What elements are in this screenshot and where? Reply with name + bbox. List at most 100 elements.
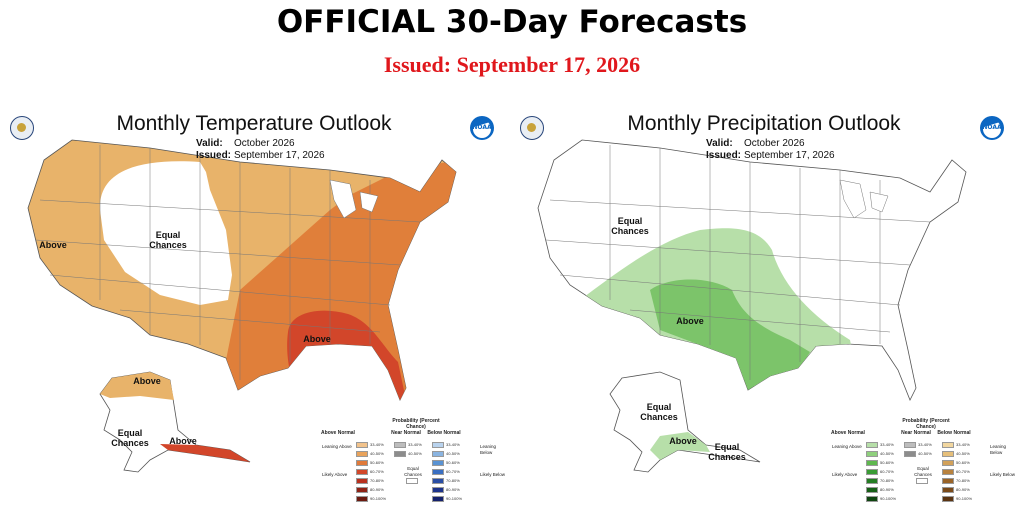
precip-legend-likely-above: Likely Above — [832, 472, 858, 477]
temp-valid-label: Valid: — [196, 138, 223, 149]
temp-legend-range-above-6: 90-100% — [370, 496, 387, 501]
temp-valid-line: Valid: October 2026 — [196, 138, 295, 149]
precip-issued-line: Issued: September 17, 2026 — [706, 150, 835, 161]
temp-legend-range-below-6: 90-100% — [446, 496, 463, 501]
temperature-outlook-title: Monthly Temperature Outlook — [116, 112, 392, 135]
temp-label-above-alaska: Above — [133, 376, 161, 386]
temp-legend-range-below-1: 40-50% — [446, 451, 460, 456]
great-lakes — [839, 179, 889, 219]
precip-legend-range-below-4: 70-80% — [956, 478, 970, 483]
temp-legend-equal-swatch — [406, 478, 418, 484]
temp-legend-swatch-above-4 — [356, 478, 368, 484]
temp-legend-range-near-0: 33-40% — [408, 442, 422, 447]
temp-legend-swatch-near-0 — [394, 442, 406, 448]
precip-legend-range-above-6: 90-100% — [880, 496, 897, 501]
temp-legend-swatch-below-1 — [432, 451, 444, 457]
precip-label-equal-alaska: Equal Chances — [640, 402, 678, 422]
precip-label-equal-chances: Equal Chances — [611, 216, 649, 236]
temp-legend-swatch-below-4 — [432, 478, 444, 484]
precip-legend-equal-swatch — [916, 478, 928, 484]
temp-legend-swatch-above-5 — [356, 487, 368, 493]
temp-legend-likely-above: Likely Above — [322, 472, 348, 477]
precip-legend-swatch-above-1 — [866, 451, 878, 457]
precip-legend-range-above-2: 50-60% — [880, 460, 894, 465]
temp-legend-swatch-below-6 — [432, 496, 444, 502]
temperature-outlook-panel: NOAA Monthly Temperature Outlook Valid: O… — [0, 100, 508, 514]
precip-legend-swatch-above-4 — [866, 478, 878, 484]
precip-legend-title: Probability (Percent Chance) — [902, 418, 950, 430]
temp-legend-range-below-4: 70-80% — [446, 478, 460, 483]
temp-legend-leaning-below: Leaning Below — [480, 444, 497, 455]
temp-label-equal-chances: Equal Chances — [149, 230, 187, 250]
precip-legend-swatch-below-6 — [942, 496, 954, 502]
precip-legend-swatch-below-5 — [942, 487, 954, 493]
precip-legend-swatch-above-6 — [866, 496, 878, 502]
precip-above-region — [650, 279, 810, 392]
precip-legend-range-below-5: 80-90% — [956, 487, 970, 492]
precip-legend-above-head: Above Normal — [831, 430, 865, 436]
state-borders — [545, 145, 931, 380]
issued-date: Issued: September 17, 2026 — [383, 52, 641, 77]
precip-legend-swatch-above-0 — [866, 442, 878, 448]
precip-legend-near-head: Near Normal — [901, 430, 931, 436]
temp-equal-chances-region — [99, 161, 232, 305]
temp-label-equal-alaska: Equal Chances — [111, 428, 149, 448]
precip-legend-likely-below: Likely Below — [990, 472, 1016, 477]
precipitation-outlook-title: Monthly Precipitation Outlook — [627, 112, 901, 135]
noaa-logo: NOAA — [980, 116, 1004, 140]
precip-legend-swatch-above-5 — [866, 487, 878, 493]
temp-legend-swatch-above-3 — [356, 469, 368, 475]
precip-legend-range-near-0: 33-40% — [918, 442, 932, 447]
precipitation-map — [537, 139, 967, 473]
temp-legend-equal-chances: Equal Chances — [404, 466, 422, 477]
temp-legend-swatch-above-6 — [356, 496, 368, 502]
alaska-above-region — [650, 432, 710, 460]
precipitation-outlook-panel: NOAA Monthly Precipitation Outlook Valid… — [510, 100, 1018, 514]
precip-legend-swatch-below-3 — [942, 469, 954, 475]
doc-seal-logo — [520, 116, 544, 140]
temp-legend-range-above-2: 50-60% — [370, 460, 384, 465]
temp-legend-swatch-below-3 — [432, 469, 444, 475]
precip-label-above-alaska: Above — [669, 436, 697, 446]
precip-issued-label: Issued: — [706, 150, 742, 161]
temp-legend-below-head: Below Normal — [427, 430, 461, 436]
temp-legend-range-below-3: 60-70% — [446, 469, 460, 474]
precip-legend-range-near-1: 40-50% — [918, 451, 932, 456]
temp-legend-likely-below: Likely Below — [480, 472, 506, 477]
temp-valid-value: October 2026 — [234, 138, 295, 149]
temp-issued-label: Issued: — [196, 150, 232, 161]
temp-legend-range-above-3: 60-70% — [370, 469, 384, 474]
precip-legend-range-below-3: 60-70% — [956, 469, 970, 474]
precip-legend-equal-chances: Equal Chances — [914, 466, 932, 477]
precip-legend-swatch-below-1 — [942, 451, 954, 457]
temp-legend-range-above-0: 33-40% — [370, 442, 384, 447]
temp-legend-near-head: Near Normal — [391, 430, 421, 436]
temp-legend-range-below-2: 50-60% — [446, 460, 460, 465]
temp-legend-range-near-1: 40-50% — [408, 451, 422, 456]
precip-legend-leaning-above: Leaning Above — [832, 444, 862, 449]
temp-legend-leaning-above: Leaning Above — [322, 444, 352, 449]
noaa-logo: NOAA — [470, 116, 494, 140]
temp-legend-range-above-4: 70-80% — [370, 478, 384, 483]
precip-label-equal-se-alaska: Equal Chances — [708, 442, 746, 462]
precip-legend-range-above-1: 40-50% — [880, 451, 894, 456]
precip-legend-range-above-4: 70-80% — [880, 478, 894, 483]
temp-legend-swatch-near-1 — [394, 451, 406, 457]
precip-valid-line: Valid: October 2026 — [706, 138, 805, 149]
great-lakes — [329, 179, 379, 219]
temp-legend-swatch-above-0 — [356, 442, 368, 448]
alaska-above-south — [160, 444, 250, 462]
precip-legend-swatch-below-0 — [942, 442, 954, 448]
precip-legend-range-above-0: 33-40% — [880, 442, 894, 447]
precip-legend-range-above-3: 60-70% — [880, 469, 894, 474]
precip-legend-range-below-2: 50-60% — [956, 460, 970, 465]
temp-label-above-southeast: Above — [303, 334, 331, 344]
temp-legend-range-above-1: 40-50% — [370, 451, 384, 456]
temp-issued-value: September 17, 2026 — [234, 150, 325, 161]
temp-legend-range-below-5: 80-90% — [446, 487, 460, 492]
temp-issued-line: Issued: September 17, 2026 — [196, 150, 325, 161]
temp-legend-above-head: Above Normal — [321, 430, 355, 436]
temp-legend-swatch-below-0 — [432, 442, 444, 448]
temperature-map — [27, 139, 457, 473]
temp-legend-range-above-5: 80-90% — [370, 487, 384, 492]
